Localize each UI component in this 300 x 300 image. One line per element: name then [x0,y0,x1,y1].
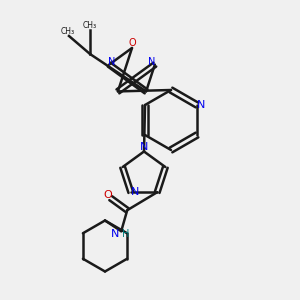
Text: N: N [140,142,148,152]
Text: N: N [148,57,155,67]
Text: N: N [131,187,140,197]
Text: N: N [111,229,119,239]
Text: O: O [103,190,112,200]
Text: H: H [122,229,129,239]
Text: N: N [197,100,206,110]
Text: CH₃: CH₃ [60,27,75,36]
Text: CH₃: CH₃ [83,21,97,30]
Text: O: O [128,38,136,49]
Text: N: N [109,57,116,67]
